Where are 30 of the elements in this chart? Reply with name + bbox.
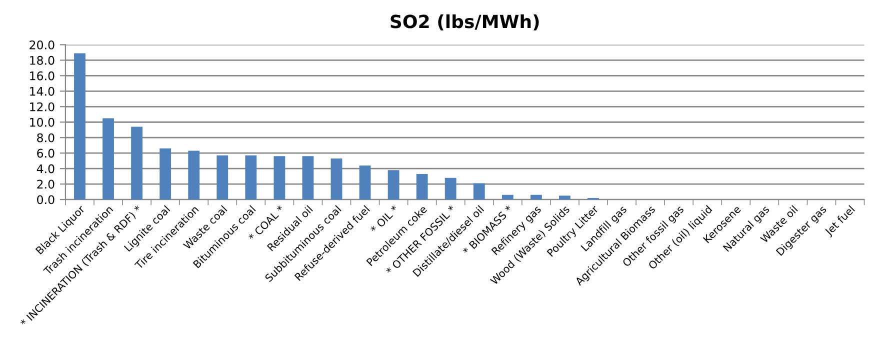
bar [131, 126, 142, 200]
bar [330, 158, 342, 200]
y-tick-label: 4.0 [36, 164, 54, 174]
y-tick-label: 2.0 [37, 180, 54, 189]
bar [502, 194, 514, 200]
bar [245, 155, 257, 200]
bar [216, 155, 228, 200]
bar [388, 170, 400, 200]
y-tick-label: 16.0 [30, 71, 54, 80]
bar [274, 156, 286, 200]
chart-title: SO2 (lbs/MWh) [390, 14, 539, 30]
bar [444, 178, 456, 200]
y-tick-label: 0.0 [37, 195, 54, 204]
y-tick-label: 18.0 [30, 56, 54, 65]
bar [74, 53, 86, 200]
y-tick-label: 10.0 [30, 118, 54, 127]
bar [473, 183, 485, 200]
bar [102, 118, 114, 200]
y-tick-label: 8.0 [37, 133, 54, 142]
bar [160, 148, 172, 200]
bar [416, 174, 428, 200]
bar [559, 196, 570, 200]
y-tick-label: 20.0 [30, 40, 54, 50]
bar [302, 156, 314, 200]
bar [530, 194, 542, 200]
bar [359, 165, 371, 200]
bar [188, 150, 200, 200]
y-tick-label: 6.0 [37, 148, 54, 158]
y-tick-label: 12.0 [30, 102, 54, 112]
y-tick-label: 14.0 [30, 86, 54, 96]
